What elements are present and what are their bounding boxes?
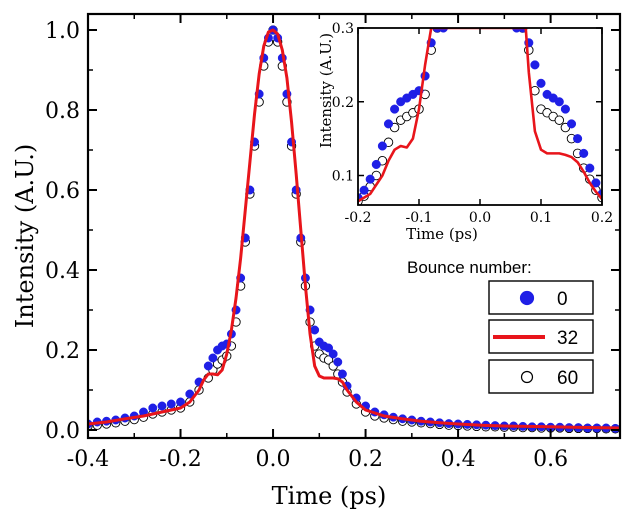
main-y-tick-label: 0.0 xyxy=(45,419,80,444)
main-series-32-line xyxy=(88,28,620,430)
main-series-0-point xyxy=(310,325,320,335)
legend-entry-label: 0 xyxy=(557,289,568,310)
inset-series-0-point xyxy=(536,78,546,88)
inset-y-axis-title: Intensity (A.U.) xyxy=(317,33,335,148)
inset-x-tick-label: -0.2 xyxy=(345,210,372,226)
main-series-0-point xyxy=(328,349,338,359)
inset-series-0-point xyxy=(573,134,583,144)
inset-x-tick-label: 0.2 xyxy=(591,210,613,226)
inset-series-0-point xyxy=(377,141,387,151)
legend-entry-box xyxy=(488,359,594,394)
legend: Bounce number: 0 32 60 xyxy=(407,258,594,394)
inset-series-0-point xyxy=(371,159,381,169)
legend-entry-label: 60 xyxy=(557,368,578,389)
inset-y-tick-label: 0.3 xyxy=(332,21,354,37)
inset-series-0-point xyxy=(359,185,369,195)
main-series-0-point xyxy=(324,343,334,353)
inset-series-0-point xyxy=(579,148,589,158)
main-series-0-point xyxy=(203,361,213,371)
inset-series-0-point xyxy=(585,163,595,173)
inset-series-group xyxy=(358,28,602,205)
main-y-tick-label: 1.0 xyxy=(45,19,80,44)
main-y-tick-label: 0.8 xyxy=(45,99,80,124)
main-x-tick-label: 0.0 xyxy=(256,447,291,472)
inset-x-tick-label: 0.1 xyxy=(530,210,552,226)
main-x-axis-title: Time (ps) xyxy=(272,482,387,510)
legend-title: Bounce number: xyxy=(407,258,532,277)
inset-series-0-point xyxy=(554,97,564,107)
legend-swatch-marker xyxy=(520,370,534,384)
main-series-0-point xyxy=(148,403,158,413)
main-frame xyxy=(86,12,622,440)
inset-series-0-point xyxy=(390,104,400,114)
inset-axes: -0.2 -0.1 0.0 0.1 0.2 0.1 0.2 0.3 Time (ps) Inten… xyxy=(317,21,613,243)
inset-background xyxy=(358,28,602,205)
main-series-0-point xyxy=(185,389,195,399)
inset-series-0-point xyxy=(530,60,540,70)
main-series-0-point xyxy=(176,397,185,407)
main-x-tick-label: -0.4 xyxy=(67,447,109,472)
inset-x-tick-label: -0.1 xyxy=(406,210,433,226)
main-y-tick-label: 0.4 xyxy=(45,259,80,284)
main-series-0-point xyxy=(157,401,167,411)
inset-series-0-point xyxy=(560,104,570,114)
inset-series-0-point xyxy=(365,174,375,184)
legend-swatch-marker xyxy=(519,290,535,306)
inset-y-tick-label: 0.1 xyxy=(332,169,354,185)
main-series-0-point xyxy=(333,357,343,367)
main-x-tick-label: 0.2 xyxy=(348,447,383,472)
inset-y-tick-label: 0.2 xyxy=(332,95,354,111)
inset-series-60-point xyxy=(554,115,565,125)
main-series-0-point xyxy=(166,399,176,409)
inset-series-32-line xyxy=(358,28,602,203)
inset-x-tick-label: 0.0 xyxy=(469,210,491,226)
legend-entry-box xyxy=(488,280,594,315)
main-series-0-point xyxy=(208,353,218,363)
main-x-tick-label: -0.2 xyxy=(159,447,201,472)
inset-panel xyxy=(358,28,602,205)
main-x-tick-label: 0.4 xyxy=(441,447,476,472)
inset-series-0-point xyxy=(591,178,601,188)
inset-series-0-point xyxy=(566,119,577,129)
main-y-tick-label: 0.6 xyxy=(45,179,80,204)
main-axes: -0.4 -0.2 0.0 0.2 0.4 0.6 0.0 0.2 0.4 0.6 0.8 1.0 Ti… xyxy=(11,12,622,510)
main-series-group xyxy=(88,25,620,434)
inset-x-axis-title: Time (ps) xyxy=(406,225,478,243)
main-series-0-point xyxy=(337,369,347,379)
main-y-tick-label: 0.2 xyxy=(45,339,80,364)
legend-entry-label: 32 xyxy=(557,328,578,349)
main-y-axis-title: Intensity (A.U.) xyxy=(11,144,39,328)
inset-series-0-point xyxy=(383,119,394,129)
main-x-tick-label: 0.6 xyxy=(533,447,568,472)
